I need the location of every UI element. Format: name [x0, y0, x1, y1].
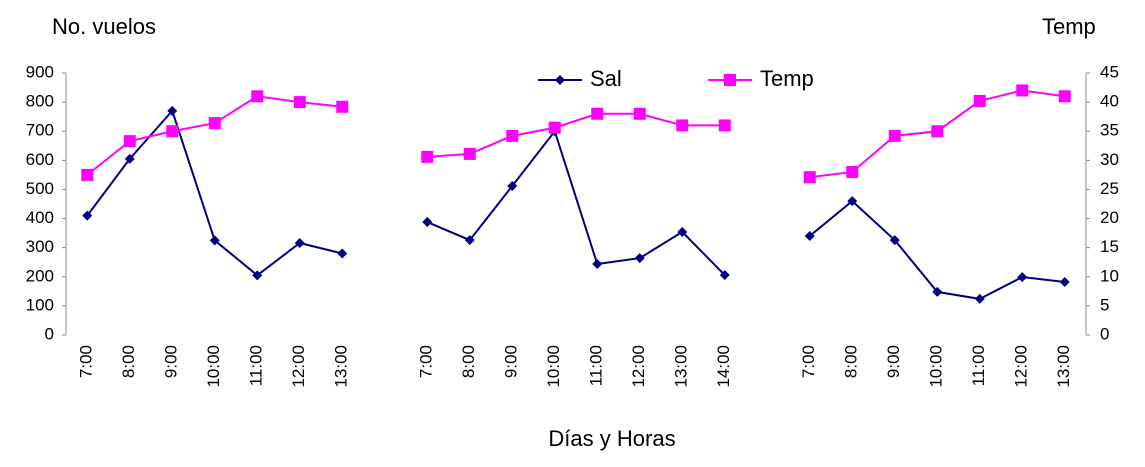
point	[634, 253, 645, 264]
point	[973, 94, 986, 107]
y2-tick-label: 5	[1100, 295, 1109, 314]
point	[463, 147, 476, 160]
point	[846, 165, 859, 178]
x-axis-title: Días y Horas	[548, 426, 675, 451]
point	[718, 119, 731, 132]
point	[932, 286, 943, 297]
x-tick-label: 7:00	[799, 345, 818, 378]
point	[1017, 272, 1028, 283]
y2-tick-label: 10	[1100, 266, 1119, 285]
y-tick-label: 200	[26, 266, 54, 285]
point	[81, 168, 94, 181]
point	[804, 231, 815, 242]
x-tick-label: 9:00	[162, 345, 181, 378]
x-tick-label: 11:00	[247, 345, 266, 386]
series-line	[86, 89, 1065, 179]
y-tick-label: 100	[26, 295, 54, 314]
y-tick-label: 800	[26, 92, 54, 111]
y2-tick-label: 45	[1100, 62, 1119, 81]
point	[208, 117, 221, 130]
x-tick-label: 11:00	[587, 345, 606, 386]
y2-tick-label: 35	[1100, 121, 1119, 140]
point	[209, 235, 220, 246]
x-tick-label: 13:00	[332, 345, 351, 388]
y2-tick-label: 20	[1100, 208, 1119, 227]
x-tick-label: 10:00	[204, 345, 223, 388]
point	[847, 196, 858, 207]
y-tick-label: 900	[26, 62, 54, 81]
x-tick-label: 8:00	[842, 345, 861, 378]
y2-tick-label: 30	[1100, 150, 1119, 169]
point	[803, 171, 816, 184]
x-tick-label: 12:00	[629, 345, 648, 388]
point	[166, 125, 179, 138]
y2-tick-label: 40	[1100, 92, 1119, 111]
x-tick-label: 8:00	[459, 345, 478, 378]
point	[294, 238, 305, 249]
point	[1016, 84, 1029, 97]
point	[82, 210, 93, 221]
x-tick-label: 10:00	[544, 345, 563, 388]
point	[719, 270, 730, 281]
point	[676, 119, 689, 132]
point	[167, 105, 178, 116]
x-tick-label: 10:00	[927, 345, 946, 388]
y-tick-label: 400	[26, 208, 54, 227]
point	[548, 121, 561, 134]
point	[889, 235, 900, 246]
y2-axis-title: Temp	[1042, 14, 1096, 39]
legend-marker	[555, 75, 565, 85]
y2-tick-label: 0	[1100, 324, 1109, 343]
x-tick-label: 13:00	[672, 345, 691, 388]
y-tick-label: 300	[26, 237, 54, 256]
point	[507, 180, 518, 191]
y-tick-label: 600	[26, 150, 54, 169]
x-tick-label: 7:00	[77, 345, 96, 378]
series-line	[86, 108, 1065, 300]
point	[592, 258, 603, 269]
point	[421, 150, 434, 163]
point	[422, 217, 433, 228]
x-tick-label: 12:00	[1012, 345, 1031, 388]
point	[251, 90, 264, 103]
point	[337, 248, 348, 259]
x-tick-label: 9:00	[884, 345, 903, 378]
point	[506, 129, 519, 142]
legend-label: Sal	[590, 66, 622, 91]
point	[252, 270, 263, 281]
y-tick-label: 0	[45, 324, 54, 343]
x-tick-label: 13:00	[1054, 345, 1073, 388]
x-tick-label: 14:00	[714, 345, 733, 388]
point	[123, 135, 136, 148]
point	[124, 153, 135, 164]
point	[633, 107, 646, 120]
point	[974, 293, 985, 304]
y-tick-label: 700	[26, 121, 54, 140]
point	[888, 129, 901, 142]
x-tick-label: 12:00	[289, 345, 308, 388]
y-tick-label: 500	[26, 179, 54, 198]
x-tick-label: 9:00	[502, 345, 521, 378]
x-tick-label: 11:00	[969, 345, 988, 386]
point	[591, 107, 604, 120]
legend-label: Temp	[760, 66, 814, 91]
point	[1059, 277, 1070, 288]
point	[931, 125, 944, 138]
point	[1058, 90, 1071, 103]
y2-tick-label: 15	[1100, 237, 1119, 256]
point	[293, 96, 306, 109]
y2-tick-label: 25	[1100, 179, 1119, 198]
point	[677, 226, 688, 237]
point	[336, 100, 349, 113]
x-tick-label: 7:00	[417, 345, 436, 378]
point	[464, 235, 475, 246]
legend-marker	[724, 74, 736, 86]
x-tick-label: 8:00	[119, 345, 138, 378]
y-axis-title: No. vuelos	[52, 14, 156, 39]
